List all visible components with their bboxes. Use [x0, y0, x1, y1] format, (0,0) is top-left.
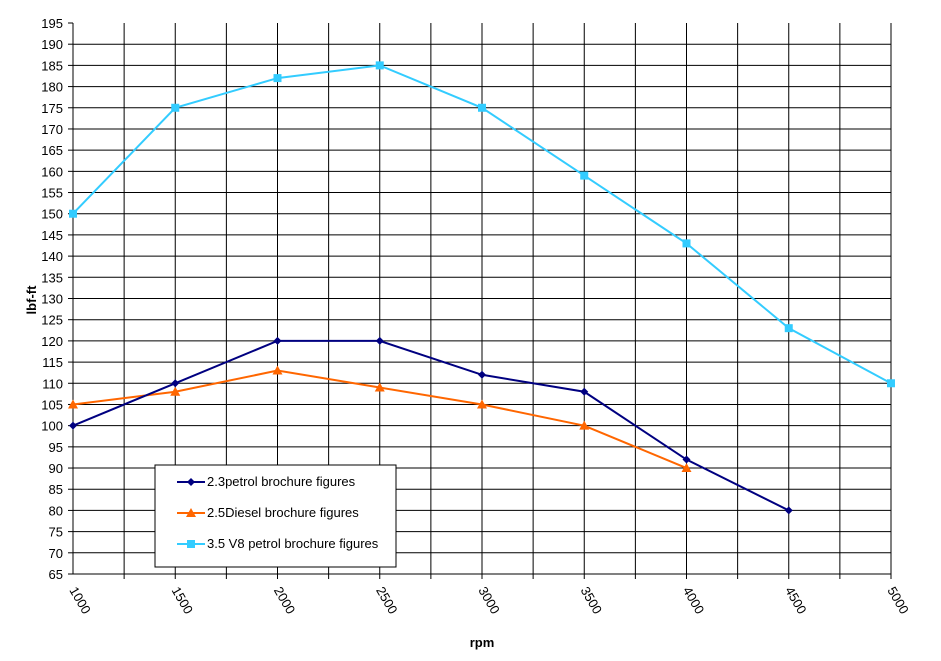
diamond-marker: [375, 336, 384, 345]
legend: 2.3petrol brochure figures 2.5Diesel broc…: [154, 464, 397, 568]
x-tick-label: 1500: [169, 584, 196, 617]
y-tick-label: 65: [49, 567, 63, 582]
y-tick-label: 75: [49, 525, 63, 540]
legend-label: 2.3petrol brochure figures: [207, 474, 356, 489]
series-diamond: [69, 336, 793, 515]
y-tick-label: 105: [41, 397, 63, 412]
square-marker: [887, 379, 895, 388]
y-tick-label: 130: [41, 292, 63, 307]
square-marker: [375, 61, 384, 70]
y-tick-label: 180: [41, 80, 63, 95]
diamond-marker: [187, 478, 195, 486]
series-square: [69, 61, 895, 388]
series-triangle: [68, 365, 692, 473]
square-marker: [682, 239, 691, 248]
legend-item: 2.5Diesel brochure figures: [177, 505, 359, 520]
square-marker: [580, 171, 589, 180]
diamond-marker: [171, 379, 180, 388]
triangle-marker: [170, 386, 181, 396]
square-marker: [273, 74, 282, 83]
grid: [72, 23, 892, 579]
square-marker: [187, 540, 195, 548]
triangle-marker: [272, 365, 283, 375]
y-tick-label: 140: [41, 249, 63, 264]
x-tick-label: 1000: [66, 584, 93, 617]
diamond-marker: [682, 455, 691, 464]
series-group: [68, 61, 895, 515]
series-line: [72, 339, 790, 512]
x-tick-label: 3500: [578, 584, 605, 617]
triangle-marker: [374, 382, 385, 392]
y-tick-label: 190: [41, 37, 63, 52]
y-tick-label: 100: [41, 419, 63, 434]
y-tick-label: 165: [41, 143, 63, 158]
y-tick-label: 85: [49, 482, 63, 497]
y-tick-label: 115: [42, 355, 63, 370]
triangle-marker: [68, 399, 78, 409]
square-marker: [478, 103, 486, 112]
diamond-marker: [478, 370, 486, 379]
y-tick-label: 125: [41, 313, 63, 328]
y-tick-label: 90: [49, 461, 63, 476]
y-tick-label: 170: [41, 122, 63, 137]
y-tick-label: 160: [41, 164, 63, 179]
x-tick-label: 2500: [373, 584, 400, 617]
diamond-marker: [273, 336, 282, 345]
x-axis: 1000 1500 2000 2500 3000 3500 4000 4500 5000: [66, 584, 911, 617]
y-tick-label: 175: [41, 101, 63, 116]
legend-label: 3.5 V8 petrol brochure figures: [207, 536, 379, 551]
y-tick-label: 95: [49, 440, 63, 455]
y-tick-label: 70: [49, 546, 63, 561]
triangle-marker: [681, 463, 692, 473]
y-tick-label: 145: [41, 228, 63, 243]
x-tick-label: 3000: [475, 584, 502, 617]
y-axis: 65 70 75 80 85 90 95 100 105 110 115 120 125 130 135 14…: [41, 16, 73, 582]
diamond-marker: [784, 506, 793, 515]
x-tick-label: 5000: [884, 584, 911, 617]
x-tick-label: 4000: [680, 584, 707, 617]
y-tick-label: 195: [41, 16, 63, 31]
x-tick-label: 2000: [271, 584, 298, 617]
legend-item: 3.5 V8 petrol brochure figures: [177, 536, 379, 551]
legend-label: 2.5Diesel brochure figures: [207, 505, 359, 520]
triangle-marker: [579, 420, 590, 430]
triangle-marker: [186, 508, 196, 517]
square-marker: [784, 324, 793, 333]
legend-item: 2.3petrol brochure figures: [177, 474, 356, 489]
x-tick-label: 4500: [782, 584, 809, 617]
triangle-marker: [477, 399, 487, 409]
y-tick-label: 120: [41, 334, 63, 349]
y-tick-label: 135: [41, 270, 63, 285]
diamond-marker: [580, 387, 589, 396]
square-marker: [69, 209, 77, 218]
y-tick-label: 80: [49, 503, 63, 518]
y-axis-title: lbf-ft: [24, 285, 39, 315]
diamond-marker: [69, 421, 77, 430]
y-tick-label: 150: [41, 207, 63, 222]
square-marker: [171, 103, 180, 112]
y-tick-label: 185: [41, 58, 63, 73]
y-tick-label: 155: [41, 186, 63, 201]
x-axis-title: rpm: [470, 635, 495, 650]
y-tick-label: 110: [42, 376, 63, 391]
